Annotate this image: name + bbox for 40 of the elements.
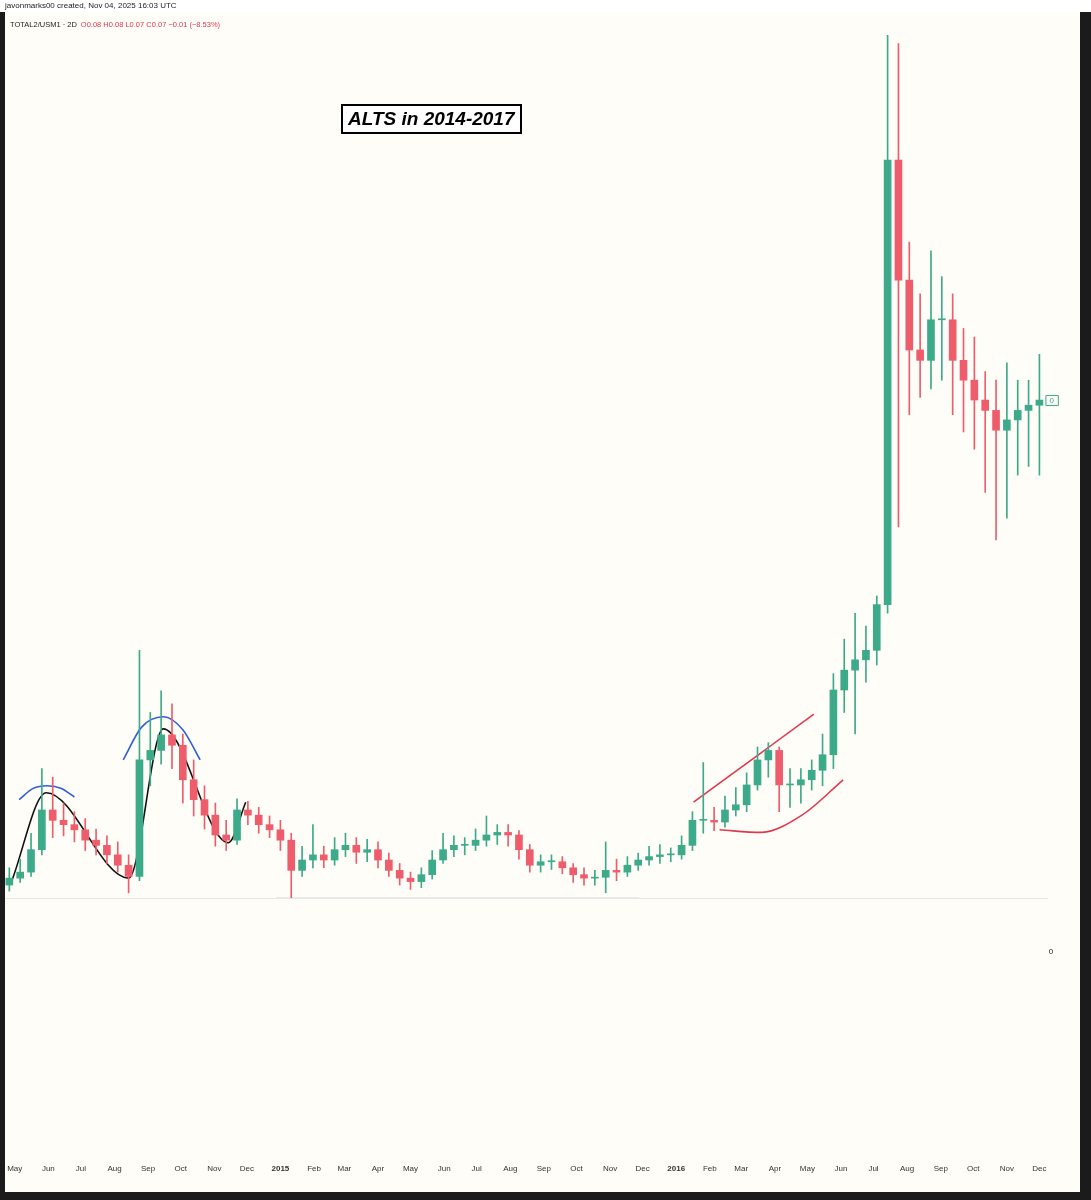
annotation: 0 <box>1049 395 1055 405</box>
x-tick-label: Jun <box>834 1164 848 1173</box>
x-tick-label: Dec <box>635 1164 650 1173</box>
x-tick-label: Nov <box>207 1164 222 1173</box>
candlestick <box>460 837 469 856</box>
x-tick-label: Aug <box>503 1164 518 1173</box>
x-tick-label: Dec <box>1032 1164 1047 1173</box>
x-tick-label: Apr <box>371 1164 385 1173</box>
x-tick-label: Jul <box>75 1164 87 1173</box>
text: javonmarks00 created, Nov 04, 2025 16:03 UTC <box>0 0 1091 12</box>
x-tick-label: Jun <box>437 1164 451 1173</box>
x-tick-label: Dec <box>239 1164 254 1173</box>
candlestick <box>699 762 708 834</box>
x-tick-label: Oct <box>967 1164 981 1173</box>
x-tick-label: Sep <box>141 1164 156 1173</box>
candlestick <box>363 838 371 863</box>
x-tick-label: Aug <box>900 1164 915 1173</box>
x-tick-label: 2016 <box>667 1164 686 1173</box>
x-tick-label: Mar <box>337 1164 352 1173</box>
x-tick-label: May <box>7 1164 23 1173</box>
x-tick-label: Jun <box>41 1164 55 1173</box>
x-tick-label: May <box>799 1164 815 1173</box>
x-tick-label: Sep <box>536 1164 552 1173</box>
x-tick-label: Feb <box>307 1164 322 1173</box>
candlestick <box>937 276 946 381</box>
x-tick-label: Nov <box>602 1164 618 1173</box>
x-tick-label: Feb <box>702 1164 718 1173</box>
x-tick-label: 2015 <box>271 1164 290 1173</box>
x-tick-label: Sep <box>933 1164 949 1173</box>
x-tick-label: Nov <box>999 1164 1014 1173</box>
x-tick-label: Jul <box>471 1164 482 1173</box>
x-tick-label: Jul <box>868 1164 879 1173</box>
text: 0 <box>1048 947 1054 957</box>
x-tick-label: Oct <box>570 1164 584 1173</box>
x-tick-label: Apr <box>768 1164 782 1173</box>
x-tick-label: Mar <box>734 1164 749 1173</box>
x-tick-label: Aug <box>107 1164 122 1173</box>
x-tick-label: May <box>402 1164 419 1173</box>
x-tick-label: Oct <box>174 1164 188 1173</box>
annotation: ALTS in 2014-2017 <box>341 104 522 134</box>
